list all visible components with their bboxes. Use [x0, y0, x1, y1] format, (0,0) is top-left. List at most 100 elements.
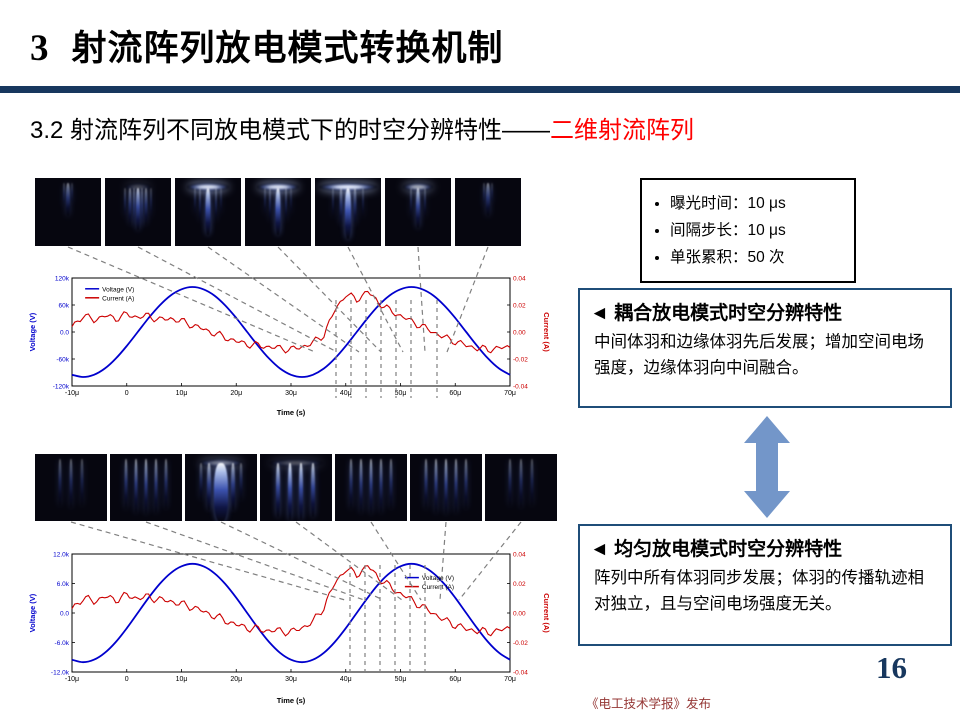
svg-text:Voltage (V): Voltage (V) [28, 312, 37, 351]
discharge-frame-plume-fan [105, 178, 171, 246]
param-item: 曝光时间：10 μs [670, 190, 848, 217]
svg-text:-0.02: -0.02 [513, 640, 528, 647]
plasma-plume [63, 183, 66, 207]
plasma-plume [128, 187, 132, 225]
plasma-plume [220, 187, 223, 215]
exposure-params-box: 曝光时间：10 μs间隔步长：10 μs单张累积：50 次 [640, 178, 856, 284]
mode-transition-arrow-icon [744, 416, 790, 518]
plasma-plume [205, 187, 211, 236]
plasma-plume [519, 459, 523, 508]
plasma-plume [275, 187, 281, 236]
plasma-plume [144, 459, 148, 515]
plasma-plume [359, 459, 363, 513]
plasma-bar [256, 183, 300, 192]
plasma-plume [263, 187, 266, 215]
coupled-mode-info-body: 中间体羽和边缘体羽先后发展；增加空间电场强度，边缘体羽向中间融合。 [594, 333, 924, 377]
svg-text:-6.0k: -6.0k [55, 640, 70, 647]
svg-text:Voltage (V): Voltage (V) [102, 286, 134, 293]
discharge-frame-plume-T-bright [245, 178, 311, 246]
svg-text:50μ: 50μ [395, 390, 407, 397]
plasma-plume [410, 187, 413, 219]
plasma-plume [310, 463, 315, 517]
plasma-plume [424, 459, 428, 509]
svg-text:20μ: 20μ [230, 390, 242, 397]
plasma-plume [339, 187, 343, 225]
plasma-bar [318, 183, 378, 192]
discharge-frame-stripes [110, 454, 182, 521]
subtitle-text: 3.2 射流阵列不同放电模式下的时空分辨特性—— [30, 117, 551, 144]
plasma-plume [369, 459, 373, 515]
plasma-plume [123, 187, 126, 219]
svg-text:0.04: 0.04 [513, 276, 526, 283]
discharge-frame-plume-faint [455, 178, 521, 246]
plasma-plume [276, 463, 280, 517]
coupled-mode-image-strip [35, 178, 521, 246]
coupled-mode-info-title: ◄ 耦合放电模式时空分辨特性 [590, 303, 843, 324]
slide-title: 3 射流阵列放电模式转换机制 [30, 20, 504, 71]
svg-text:0.00: 0.00 [513, 330, 526, 337]
svg-text:0: 0 [125, 676, 129, 683]
section-number: 3 [30, 28, 50, 69]
plasma-plume [269, 187, 272, 222]
plasma-bar [124, 183, 152, 192]
plasma-plume [486, 183, 490, 217]
svg-text:30μ: 30μ [285, 676, 297, 683]
plasma-bar [402, 183, 434, 192]
plasma-plume [133, 187, 136, 227]
svg-text:60k: 60k [59, 303, 70, 310]
plasma-plume [508, 459, 512, 507]
plasma-plume [230, 463, 235, 511]
svg-text:40μ: 40μ [340, 390, 352, 397]
plasma-plume [416, 187, 420, 229]
plasma-plume [423, 187, 426, 219]
subtitle-highlight: 二维射流阵列 [550, 117, 695, 144]
plasma-plume [214, 463, 228, 521]
plasma-plume [80, 459, 84, 507]
exposure-params-list: 曝光时间：10 μs间隔步长：10 μs单张累积：50 次 [644, 190, 848, 271]
plasma-plume [530, 459, 534, 507]
plasma-plume [332, 187, 335, 219]
svg-text:-10μ: -10μ [65, 390, 79, 397]
discharge-frame-stripes [410, 454, 482, 521]
svg-text:60μ: 60μ [449, 676, 461, 683]
discharge-frame-plume-faint [35, 178, 101, 246]
svg-text:Voltage (V): Voltage (V) [422, 575, 454, 582]
svg-text:0.02: 0.02 [513, 303, 526, 310]
plasma-plume [70, 183, 73, 204]
discharge-frame-plume-T-medium [385, 178, 451, 246]
uniform-mode-chart: -10μ 0 10μ 20μ 30μ 40μ 50μ 60μ 70μ Time (s) 12.0k 6… [28, 552, 550, 706]
plasma-plume [483, 183, 486, 207]
discharge-frame-stripes [335, 454, 407, 521]
slide-title-text: 射流阵列放电模式转换机制 [71, 29, 504, 68]
svg-text:6.0k: 6.0k [57, 581, 70, 588]
uniform-mode-image-strip [35, 454, 557, 521]
svg-text:50μ: 50μ [395, 676, 407, 683]
plasma-plume [69, 459, 73, 508]
title-divider [0, 86, 960, 93]
coupled-mode-chart: -10μ 0 10μ 20μ 30μ 40μ 50μ 60μ 70μ Time (s) 120k 60… [28, 276, 550, 418]
plasma-plume [444, 459, 448, 515]
svg-text:-10μ: -10μ [65, 676, 79, 683]
svg-text:Time (s): Time (s) [277, 696, 306, 705]
plasma-plume [140, 187, 143, 227]
svg-text:10μ: 10μ [176, 390, 188, 397]
plasma-plume [454, 459, 458, 513]
discharge-frame-plume-T-bright [175, 178, 241, 246]
plasma-plume [361, 187, 364, 219]
coupled-mode-info-box: ◄ 耦合放电模式时空分辨特性 中间体羽和边缘体羽先后发展；增加空间电场强度，边缘… [578, 288, 952, 408]
uniform-mode-info-body: 阵列中所有体羽同步发展；体羽的传播轨迹相对独立，且与空间电场强度无关。 [594, 569, 924, 613]
plasma-plume [490, 183, 493, 204]
plasma-plume [207, 463, 212, 511]
plasma-plume [389, 459, 393, 509]
plasma-plume [345, 187, 351, 240]
discharge-frame-stripes-faint [485, 454, 557, 521]
uniform-mode-info-title: ◄ 均匀放电模式时空分辨特性 [590, 539, 843, 560]
plasma-bar [268, 459, 324, 468]
param-item: 单张累积：50 次 [670, 244, 848, 271]
svg-text:120k: 120k [55, 276, 70, 283]
discharge-frame-columns-bright [260, 454, 332, 521]
plasma-plume [284, 187, 287, 222]
plasma-plume [124, 459, 128, 509]
svg-text:Current (A): Current (A) [542, 312, 550, 352]
plasma-plume [136, 187, 140, 230]
